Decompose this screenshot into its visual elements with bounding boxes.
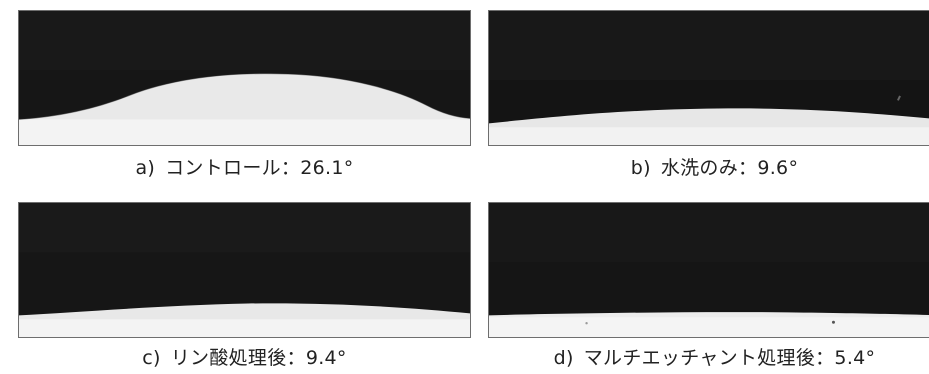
dust-speck <box>897 95 901 101</box>
droplet-image-phosphoric <box>18 202 471 338</box>
photo-haze <box>489 11 929 80</box>
dust-speck <box>831 320 835 324</box>
photo-haze <box>19 11 470 71</box>
droplet-image-multi-etchant <box>488 202 929 338</box>
caption-text-c: リン酸処理後：9.4° <box>170 347 347 369</box>
droplet-edge <box>19 73 470 120</box>
caption-text-a: コントロール：26.1° <box>165 157 354 179</box>
substrate-surface <box>489 127 929 145</box>
droplet-image-control <box>18 10 471 146</box>
substrate-surface <box>19 319 470 337</box>
panel-letter-d: d) <box>553 347 574 369</box>
panel-letter-b: b) <box>630 157 651 179</box>
substrate-surface <box>19 119 470 145</box>
droplet-photo-water-wash <box>489 11 929 145</box>
droplet-photo-multi-etchant <box>489 203 929 337</box>
caption-text-b: 水洗のみ：9.6° <box>660 157 799 179</box>
panel-letter-a: a) <box>135 157 156 179</box>
photo-haze <box>489 203 929 263</box>
caption-text-d: マルチエッチャント処理後：5.4° <box>583 347 876 369</box>
droplet-image-water-wash <box>488 10 929 146</box>
caption-water-wash: b) 水洗のみ：9.6° <box>488 153 929 183</box>
photo-haze <box>19 203 470 253</box>
droplet-photo-control <box>19 11 470 145</box>
caption-control: a) コントロール：26.1° <box>18 153 471 183</box>
panel-letter-c: c) <box>142 347 161 369</box>
caption-phosphoric: c) リン酸処理後：9.4° <box>18 343 471 373</box>
droplet-photo-phosphoric <box>19 203 470 337</box>
caption-multi-etchant: d) マルチエッチャント処理後：5.4° <box>488 343 929 373</box>
dust-speck <box>585 322 588 325</box>
substrate-surface <box>489 317 929 337</box>
